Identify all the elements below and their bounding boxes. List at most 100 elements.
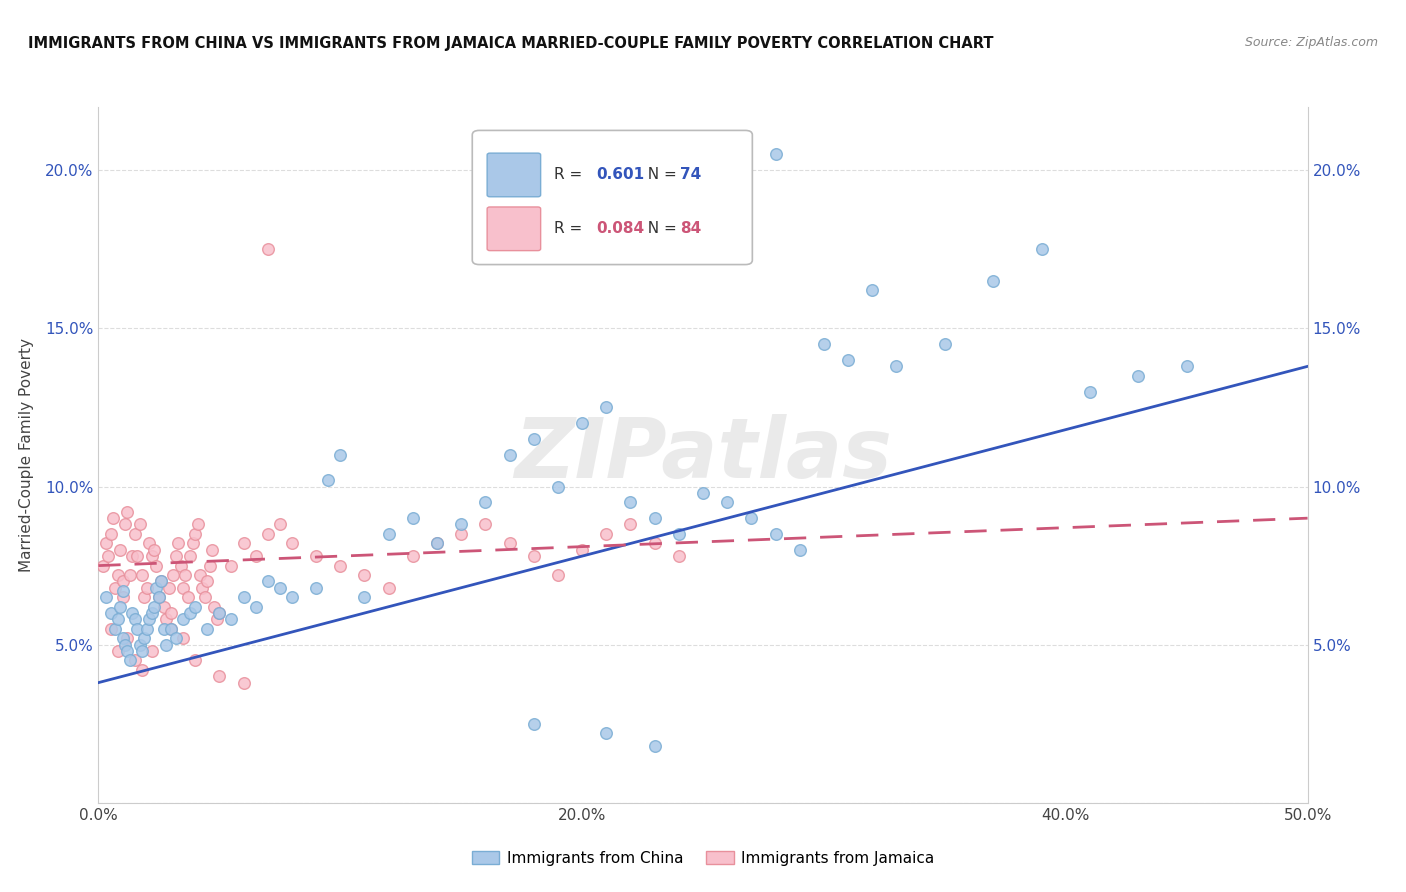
Point [101, 511, 124, 525]
Point [172, 581, 194, 595]
Point [152, 599, 174, 614]
Point [765, 527, 787, 541]
Point [305, 581, 328, 595]
Point [172, 612, 194, 626]
Point [245, 599, 267, 614]
Point [141, 549, 163, 563]
Point [765, 147, 787, 161]
Point [498, 448, 520, 462]
Point [221, 612, 243, 626]
Point [619, 517, 641, 532]
Point [117, 644, 139, 658]
Point [111, 574, 134, 589]
Point [107, 612, 129, 626]
Legend: Immigrants from China, Immigrants from Jamaica: Immigrants from China, Immigrants from J… [465, 845, 941, 871]
Text: R =: R = [554, 221, 586, 236]
Point [100, 622, 122, 636]
Point [547, 568, 569, 582]
Point [188, 568, 211, 582]
Point [981, 274, 1004, 288]
Text: 84: 84 [681, 221, 702, 236]
Text: 0.601: 0.601 [596, 168, 644, 183]
Point [523, 432, 546, 446]
Point [138, 536, 160, 550]
Point [104, 622, 127, 636]
Point [121, 606, 143, 620]
Point [547, 479, 569, 493]
Point [114, 638, 136, 652]
Point [208, 669, 231, 683]
Point [145, 581, 167, 595]
Text: N =: N = [638, 168, 682, 183]
Point [179, 606, 201, 620]
Point [131, 644, 153, 658]
Point [886, 359, 908, 374]
Point [256, 527, 278, 541]
Point [94, 536, 117, 550]
Y-axis label: Married-Couple Family Poverty: Married-Couple Family Poverty [20, 338, 34, 572]
Point [194, 591, 217, 605]
Point [128, 517, 150, 532]
Point [1078, 384, 1101, 399]
Point [692, 486, 714, 500]
Point [169, 558, 191, 573]
Point [402, 511, 425, 525]
Point [426, 536, 449, 550]
Point [523, 716, 546, 731]
Point [523, 549, 546, 563]
Point [138, 612, 160, 626]
Point [329, 558, 352, 573]
Point [184, 599, 207, 614]
Point [305, 549, 328, 563]
Point [152, 622, 174, 636]
Point [143, 542, 166, 557]
Point [571, 542, 593, 557]
Point [177, 591, 200, 605]
Text: 0.084: 0.084 [596, 221, 644, 236]
Point [571, 417, 593, 431]
Point [131, 663, 153, 677]
Text: N =: N = [638, 221, 682, 236]
Point [195, 574, 218, 589]
Point [165, 549, 187, 563]
Point [118, 568, 141, 582]
Point [813, 337, 835, 351]
Point [668, 549, 690, 563]
Point [107, 568, 129, 582]
Point [201, 542, 224, 557]
Point [100, 606, 122, 620]
Point [111, 632, 134, 646]
Point [353, 568, 375, 582]
Point [104, 581, 127, 595]
Point [108, 542, 131, 557]
Point [232, 675, 254, 690]
Point [127, 549, 149, 563]
Point [595, 401, 617, 415]
Point [934, 337, 956, 351]
Point [191, 581, 214, 595]
Point [157, 581, 180, 595]
Point [127, 622, 149, 636]
Point [155, 612, 177, 626]
Point [644, 536, 666, 550]
Point [167, 536, 190, 550]
Point [204, 599, 226, 614]
Point [1031, 243, 1053, 257]
Point [141, 606, 163, 620]
Point [160, 622, 183, 636]
Point [595, 527, 617, 541]
Point [450, 527, 472, 541]
Point [134, 632, 156, 646]
Point [145, 558, 167, 573]
Point [184, 653, 207, 667]
Point [100, 527, 122, 541]
Text: R =: R = [554, 168, 586, 183]
Point [377, 527, 399, 541]
Point [256, 574, 278, 589]
Point [118, 653, 141, 667]
Point [644, 739, 666, 753]
Point [131, 568, 153, 582]
Point [141, 644, 163, 658]
Point [221, 558, 243, 573]
Point [107, 644, 129, 658]
